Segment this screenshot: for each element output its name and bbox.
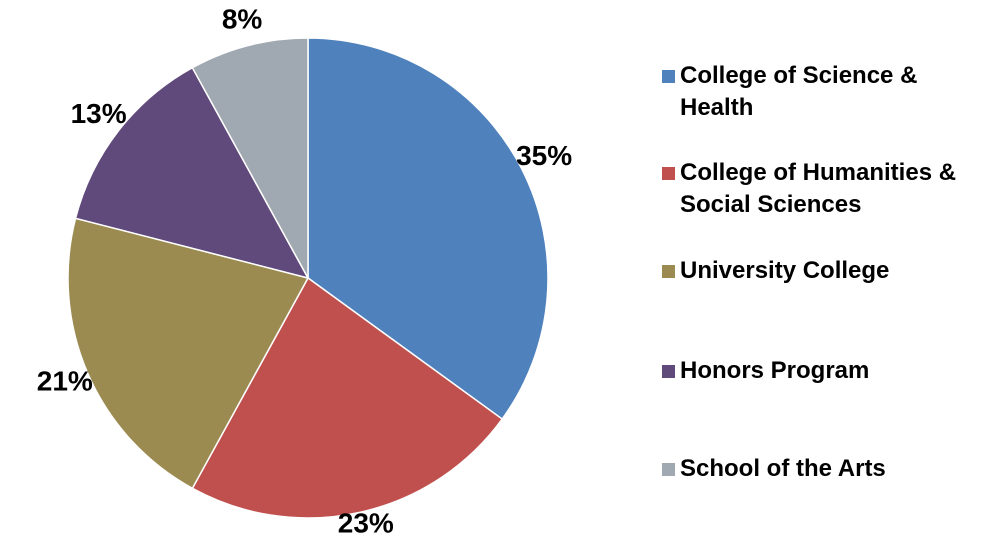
legend-item: College of Science & Health (662, 60, 982, 124)
data-label: 21% (37, 366, 93, 397)
data-label: 23% (338, 507, 394, 538)
legend-swatch (662, 70, 675, 83)
legend-item: Honors Program (662, 355, 982, 387)
legend-swatch (662, 463, 675, 476)
legend-swatch (662, 365, 675, 378)
pie-slice (307, 37, 549, 421)
legend-item: School of the Arts (662, 453, 982, 485)
legend-label: University College (680, 257, 890, 284)
legend-label: College of Science & Health (680, 62, 918, 121)
pie-slice (191, 37, 309, 279)
legend-label: School of the Arts (680, 455, 886, 482)
data-label: 35% (516, 140, 572, 171)
pie-slice (67, 217, 310, 490)
legend-item: University College (662, 255, 982, 287)
legend-swatch (662, 265, 675, 278)
data-label: 8% (222, 4, 263, 35)
legend-label: College of Humanities & Social Sciences (680, 159, 957, 218)
data-label: 13% (71, 98, 127, 129)
pie-slice (74, 66, 310, 280)
pie-slice (191, 276, 504, 519)
pie-area: 35% 23% 21% 13% 8% (37, 4, 572, 539)
legend-label: Honors Program (680, 357, 870, 384)
legend-item: College of Humanities & Social Sciences (662, 157, 982, 221)
legend-swatch (662, 167, 675, 180)
